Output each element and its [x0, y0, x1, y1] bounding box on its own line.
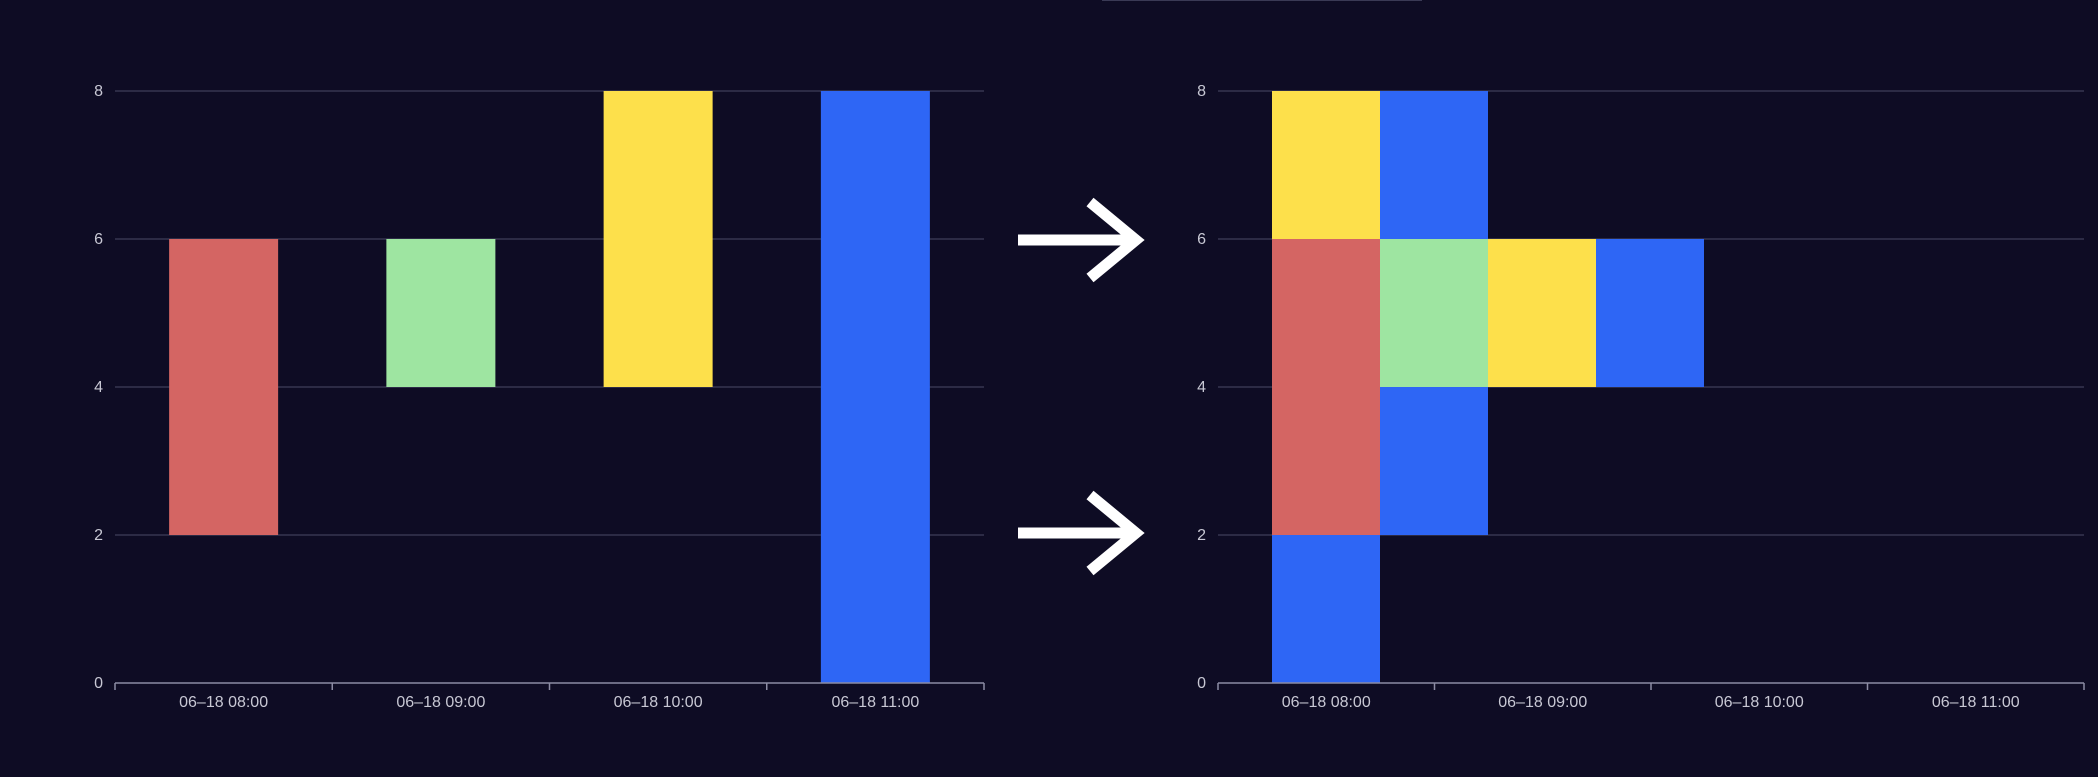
y-tick-label: 6 — [94, 231, 103, 248]
x-tick-label: 06–18 11:00 — [1932, 694, 2020, 711]
x-tick-label: 06–18 09:00 — [396, 694, 485, 711]
bar-blue — [1380, 91, 1488, 239]
y-tick-label: 4 — [1197, 379, 1206, 396]
bar-green — [386, 239, 495, 387]
chart-2: 0 2 4 6 8 06–18 08:00 06–18 09:00 06–18 10:00 06… — [1197, 83, 2084, 711]
bar-blue — [821, 91, 930, 683]
bar-blue — [1596, 239, 1704, 387]
bar-yellow — [1488, 239, 1596, 387]
bar-red — [169, 239, 278, 535]
y-tick-label: 2 — [94, 527, 103, 544]
y-tick-label: 6 — [1197, 231, 1206, 248]
y-tick-label: 0 — [1197, 675, 1206, 692]
bar-blue — [1272, 535, 1380, 683]
y-tick-label: 4 — [94, 379, 103, 396]
arrow-right-icon — [1018, 202, 1136, 278]
bar-blue — [1380, 387, 1488, 535]
y-tick-label: 8 — [1197, 83, 1206, 100]
chart-1: 0 2 4 6 8 06–18 08:00 06–18 09:00 06–18 10:00 06… — [94, 83, 984, 711]
arrow-right-icon — [1018, 495, 1136, 571]
x-tick-label: 06–18 09:00 — [1498, 694, 1587, 711]
bar-red — [1272, 239, 1380, 535]
top-divider — [1102, 0, 1422, 1]
x-tick-label: 06–18 10:00 — [1715, 694, 1804, 711]
x-tick-label: 06–18 10:00 — [614, 694, 703, 711]
x-tick-label: 06–18 11:00 — [831, 694, 919, 711]
y-tick-label: 8 — [94, 83, 103, 100]
bar-green — [1380, 239, 1488, 387]
bar-yellow — [604, 91, 713, 387]
bar-yellow — [1272, 91, 1380, 239]
x-tick-label: 06–18 08:00 — [179, 694, 268, 711]
x-tick-label: 06–18 08:00 — [1282, 694, 1371, 711]
y-tick-label: 2 — [1197, 527, 1206, 544]
y-tick-label: 0 — [94, 675, 103, 692]
